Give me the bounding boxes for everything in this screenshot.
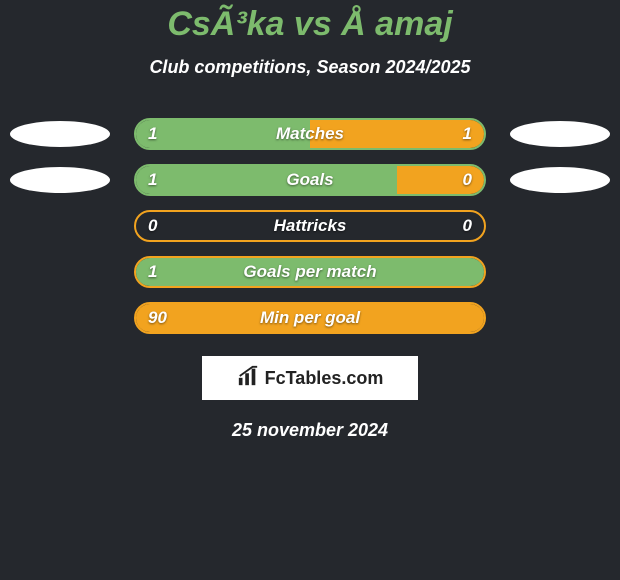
stat-value-left: 90 bbox=[148, 308, 167, 328]
chart-icon bbox=[237, 365, 259, 392]
stat-metric: Hattricks bbox=[274, 216, 347, 236]
stat-bar: 1 0 Goals bbox=[134, 164, 486, 196]
brand-text: FcTables.com bbox=[265, 368, 384, 389]
stat-value-left: 1 bbox=[148, 262, 157, 282]
stat-value-left: 1 bbox=[148, 170, 157, 190]
stat-bar: 0 0 Hattricks bbox=[134, 210, 486, 242]
brand-box[interactable]: FcTables.com bbox=[202, 356, 418, 400]
page-title: CsÃ³ka vs Å amaj bbox=[167, 6, 452, 43]
subtitle: Club competitions, Season 2024/2025 bbox=[149, 57, 470, 78]
bar-segment-left bbox=[136, 166, 397, 194]
stat-value-right: 1 bbox=[463, 124, 472, 144]
stat-row: 1 0 Goals bbox=[0, 164, 620, 196]
footer-date: 25 november 2024 bbox=[232, 420, 388, 441]
ellipse-right bbox=[510, 121, 610, 147]
ellipse-left bbox=[10, 167, 110, 193]
stat-metric: Goals bbox=[286, 170, 333, 190]
stat-bar: 1 Goals per match bbox=[134, 256, 486, 288]
stat-row: 0 0 Hattricks bbox=[0, 210, 620, 242]
stat-value-right: 0 bbox=[463, 216, 472, 236]
stat-row: 1 Goals per match bbox=[0, 256, 620, 288]
stat-bar: 90 Min per goal bbox=[134, 302, 486, 334]
stat-metric: Goals per match bbox=[243, 262, 376, 282]
stats-list: 1 1 Matches 1 0 Goals 0 0 Hattricks 1 Goals per ma… bbox=[0, 118, 620, 334]
stat-value-left: 0 bbox=[148, 216, 157, 236]
stat-metric: Min per goal bbox=[260, 308, 360, 328]
stat-row: 1 1 Matches bbox=[0, 118, 620, 150]
stat-value-right: 0 bbox=[463, 170, 472, 190]
stat-value-left: 1 bbox=[148, 124, 157, 144]
ellipse-right bbox=[510, 167, 610, 193]
brand: FcTables.com bbox=[237, 365, 384, 392]
stat-metric: Matches bbox=[276, 124, 344, 144]
stat-row: 90 Min per goal bbox=[0, 302, 620, 334]
stat-bar: 1 1 Matches bbox=[134, 118, 486, 150]
container: CsÃ³ka vs Å amaj Club competitions, Seas… bbox=[0, 0, 620, 441]
ellipse-left bbox=[10, 121, 110, 147]
